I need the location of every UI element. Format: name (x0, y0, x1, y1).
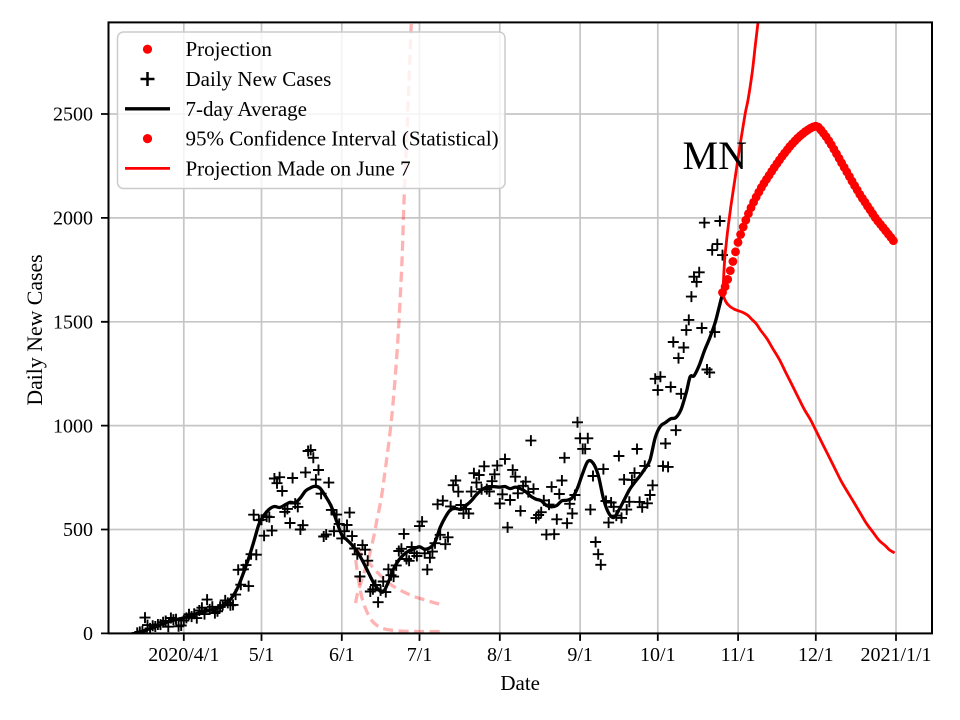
svg-text:2021/1/1: 2021/1/1 (860, 644, 931, 666)
svg-text:9/1: 9/1 (567, 644, 593, 666)
svg-text:1000: 1000 (53, 415, 93, 437)
svg-text:12/1: 12/1 (798, 644, 834, 666)
svg-text:95% Confidence Interval (Stati: 95% Confidence Interval (Statistical) (186, 127, 499, 151)
svg-text:5/1: 5/1 (249, 644, 275, 666)
svg-text:11/1: 11/1 (721, 644, 756, 666)
svg-text:2000: 2000 (53, 208, 93, 230)
svg-text:Daily New Cases: Daily New Cases (186, 67, 332, 91)
svg-text:Projection Made on June 7: Projection Made on June 7 (186, 156, 411, 180)
svg-text:7/1: 7/1 (407, 644, 433, 666)
svg-text:10/1: 10/1 (640, 644, 676, 666)
svg-text:500: 500 (63, 519, 93, 541)
svg-text:7-day Average: 7-day Average (186, 97, 307, 121)
svg-text:6/1: 6/1 (329, 644, 355, 666)
svg-text:8/1: 8/1 (487, 644, 513, 666)
svg-text:2500: 2500 (53, 104, 93, 126)
svg-text:2020/4/1: 2020/4/1 (148, 644, 219, 666)
svg-text:0: 0 (83, 623, 93, 645)
svg-text:Projection: Projection (186, 37, 273, 61)
svg-text:1500: 1500 (53, 312, 93, 334)
svg-text:Date: Date (500, 671, 540, 695)
svg-text:MN: MN (683, 133, 747, 178)
svg-text:Daily New Cases: Daily New Cases (23, 254, 47, 405)
